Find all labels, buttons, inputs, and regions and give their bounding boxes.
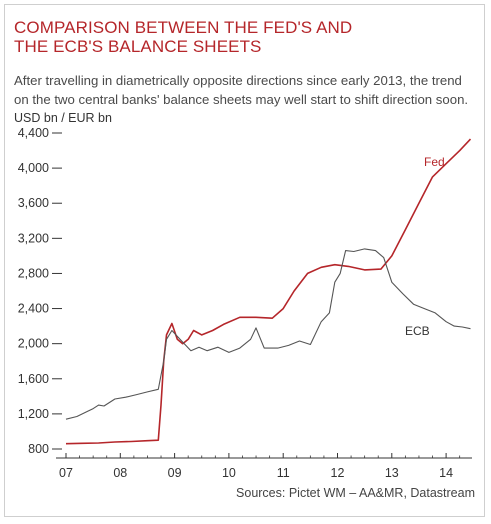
y-tick-label: 1,200 [18,407,49,421]
source-note: Sources: Pictet WM – AA&MR, Datastream [236,486,475,500]
x-tick-label: 09 [168,466,182,480]
y-tick-label: 4,400 [18,126,49,140]
x-tick-label: 07 [59,466,73,480]
y-axis-unit-label: USD bn / EUR bn [14,111,112,125]
x-tick-label: 13 [385,466,399,480]
y-tick-label: 2,000 [18,337,49,351]
y-tick-label: 3,200 [18,231,49,245]
y-tick-label: 1,600 [18,372,49,386]
chart-subtitle: After travelling in diametrically opposi… [14,73,469,107]
y-tick-label: 3,600 [18,196,49,210]
chart-title: COMPARISON BETWEEN THE FED'S AND THE ECB… [14,18,353,56]
x-tick-label: 14 [439,466,453,480]
x-tick-label: 10 [222,466,236,480]
chart-frame [4,4,485,517]
y-tick-label: 2,400 [18,302,49,316]
x-tick-label: 11 [277,466,290,480]
series-line-ecb [65,248,471,420]
x-tick-label: 12 [331,466,345,480]
series-label-ecb: ECB [405,324,430,338]
y-tick-label: 800 [28,442,49,456]
y-tick-label: 2,800 [18,266,49,280]
series-label-fed: Fed [424,155,445,169]
y-tick-label: 4,000 [18,161,49,175]
series-line-fed [65,138,472,445]
x-tick-label: 08 [113,466,127,480]
